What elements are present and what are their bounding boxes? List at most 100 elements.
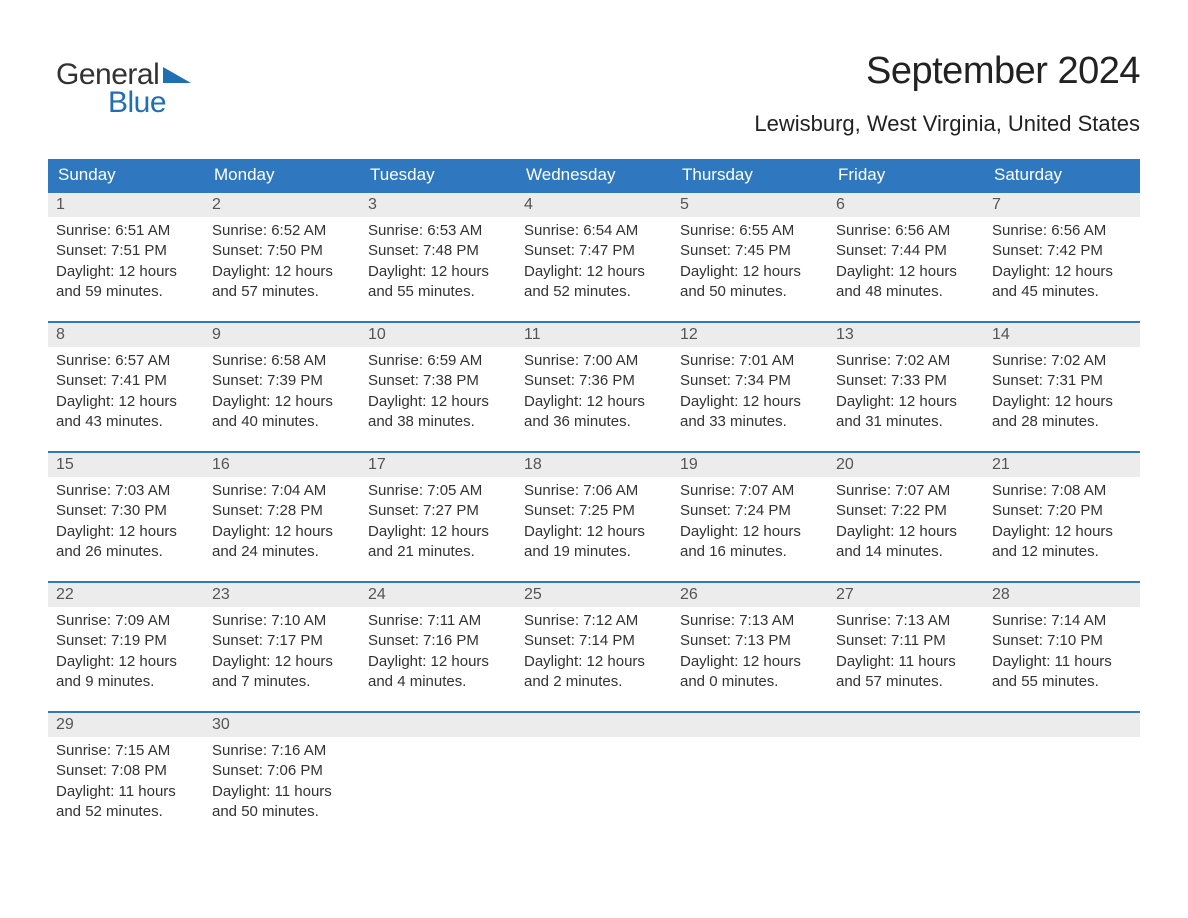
calendar-day: 19Sunrise: 7:07 AMSunset: 7:24 PMDayligh… bbox=[672, 453, 828, 581]
sunrise-line: Sunrise: 7:05 AM bbox=[368, 481, 508, 501]
day-number: 26 bbox=[672, 583, 828, 607]
daylight-line: and 50 minutes. bbox=[212, 802, 352, 822]
daylight-line: and 33 minutes. bbox=[680, 412, 820, 432]
sunset-line: Sunset: 7:30 PM bbox=[56, 501, 196, 521]
sunset-line: Sunset: 7:51 PM bbox=[56, 241, 196, 261]
sunset-line: Sunset: 7:11 PM bbox=[836, 631, 976, 651]
sunset-line: Sunset: 7:50 PM bbox=[212, 241, 352, 261]
sunrise-line: Sunrise: 6:54 AM bbox=[524, 221, 664, 241]
day-number: 27 bbox=[828, 583, 984, 607]
day-body: Sunrise: 6:54 AMSunset: 7:47 PMDaylight:… bbox=[516, 217, 672, 314]
sunrise-line: Sunrise: 7:02 AM bbox=[836, 351, 976, 371]
dow-wednesday: Wednesday bbox=[516, 159, 672, 191]
sunrise-line: Sunrise: 7:02 AM bbox=[992, 351, 1132, 371]
day-body bbox=[516, 737, 672, 753]
calendar-day bbox=[516, 713, 672, 841]
dow-saturday: Saturday bbox=[984, 159, 1140, 191]
sunrise-line: Sunrise: 7:08 AM bbox=[992, 481, 1132, 501]
day-of-week-header: Sunday Monday Tuesday Wednesday Thursday… bbox=[48, 159, 1140, 191]
daylight-line: Daylight: 12 hours bbox=[836, 522, 976, 542]
day-number bbox=[360, 713, 516, 737]
sunrise-line: Sunrise: 6:58 AM bbox=[212, 351, 352, 371]
day-body: Sunrise: 7:02 AMSunset: 7:33 PMDaylight:… bbox=[828, 347, 984, 444]
daylight-line: Daylight: 12 hours bbox=[680, 522, 820, 542]
daylight-line: Daylight: 12 hours bbox=[992, 392, 1132, 412]
daylight-line: and 52 minutes. bbox=[524, 282, 664, 302]
day-number: 8 bbox=[48, 323, 204, 347]
day-number: 21 bbox=[984, 453, 1140, 477]
day-number: 20 bbox=[828, 453, 984, 477]
sunrise-line: Sunrise: 7:09 AM bbox=[56, 611, 196, 631]
daylight-line: Daylight: 11 hours bbox=[992, 652, 1132, 672]
daylight-line: Daylight: 12 hours bbox=[524, 392, 664, 412]
calendar-day: 2Sunrise: 6:52 AMSunset: 7:50 PMDaylight… bbox=[204, 193, 360, 321]
day-number: 17 bbox=[360, 453, 516, 477]
daylight-line: and 31 minutes. bbox=[836, 412, 976, 432]
daylight-line: Daylight: 12 hours bbox=[212, 262, 352, 282]
daylight-line: and 4 minutes. bbox=[368, 672, 508, 692]
day-body: Sunrise: 7:13 AMSunset: 7:13 PMDaylight:… bbox=[672, 607, 828, 704]
day-body: Sunrise: 7:13 AMSunset: 7:11 PMDaylight:… bbox=[828, 607, 984, 704]
calendar-day: 20Sunrise: 7:07 AMSunset: 7:22 PMDayligh… bbox=[828, 453, 984, 581]
day-body: Sunrise: 7:04 AMSunset: 7:28 PMDaylight:… bbox=[204, 477, 360, 574]
day-number: 14 bbox=[984, 323, 1140, 347]
day-body bbox=[360, 737, 516, 753]
day-body: Sunrise: 6:58 AMSunset: 7:39 PMDaylight:… bbox=[204, 347, 360, 444]
day-body: Sunrise: 6:53 AMSunset: 7:48 PMDaylight:… bbox=[360, 217, 516, 314]
daylight-line: and 9 minutes. bbox=[56, 672, 196, 692]
calendar-day: 24Sunrise: 7:11 AMSunset: 7:16 PMDayligh… bbox=[360, 583, 516, 711]
dow-friday: Friday bbox=[828, 159, 984, 191]
sunset-line: Sunset: 7:20 PM bbox=[992, 501, 1132, 521]
weeks-container: 1Sunrise: 6:51 AMSunset: 7:51 PMDaylight… bbox=[48, 191, 1140, 841]
calendar-day: 16Sunrise: 7:04 AMSunset: 7:28 PMDayligh… bbox=[204, 453, 360, 581]
sunrise-line: Sunrise: 7:13 AM bbox=[680, 611, 820, 631]
sunrise-line: Sunrise: 7:15 AM bbox=[56, 741, 196, 761]
sunrise-line: Sunrise: 6:59 AM bbox=[368, 351, 508, 371]
dow-tuesday: Tuesday bbox=[360, 159, 516, 191]
daylight-line: and 52 minutes. bbox=[56, 802, 196, 822]
sunrise-line: Sunrise: 7:07 AM bbox=[680, 481, 820, 501]
day-number: 5 bbox=[672, 193, 828, 217]
day-body: Sunrise: 7:10 AMSunset: 7:17 PMDaylight:… bbox=[204, 607, 360, 704]
day-number bbox=[984, 713, 1140, 737]
day-body: Sunrise: 7:02 AMSunset: 7:31 PMDaylight:… bbox=[984, 347, 1140, 444]
daylight-line: and 12 minutes. bbox=[992, 542, 1132, 562]
day-body: Sunrise: 7:15 AMSunset: 7:08 PMDaylight:… bbox=[48, 737, 204, 834]
daylight-line: Daylight: 12 hours bbox=[56, 652, 196, 672]
sunset-line: Sunset: 7:36 PM bbox=[524, 371, 664, 391]
day-number: 11 bbox=[516, 323, 672, 347]
daylight-line: and 16 minutes. bbox=[680, 542, 820, 562]
calendar-day: 14Sunrise: 7:02 AMSunset: 7:31 PMDayligh… bbox=[984, 323, 1140, 451]
day-body: Sunrise: 7:06 AMSunset: 7:25 PMDaylight:… bbox=[516, 477, 672, 574]
daylight-line: and 0 minutes. bbox=[680, 672, 820, 692]
sunrise-line: Sunrise: 7:00 AM bbox=[524, 351, 664, 371]
daylight-line: and 7 minutes. bbox=[212, 672, 352, 692]
daylight-line: Daylight: 12 hours bbox=[368, 262, 508, 282]
calendar-week: 8Sunrise: 6:57 AMSunset: 7:41 PMDaylight… bbox=[48, 321, 1140, 451]
day-number: 22 bbox=[48, 583, 204, 607]
daylight-line: and 26 minutes. bbox=[56, 542, 196, 562]
day-number: 9 bbox=[204, 323, 360, 347]
day-body: Sunrise: 6:51 AMSunset: 7:51 PMDaylight:… bbox=[48, 217, 204, 314]
calendar-day: 9Sunrise: 6:58 AMSunset: 7:39 PMDaylight… bbox=[204, 323, 360, 451]
logo-word-blue: Blue bbox=[108, 86, 166, 120]
daylight-line: Daylight: 12 hours bbox=[56, 262, 196, 282]
day-body: Sunrise: 6:55 AMSunset: 7:45 PMDaylight:… bbox=[672, 217, 828, 314]
day-number bbox=[828, 713, 984, 737]
sunset-line: Sunset: 7:33 PM bbox=[836, 371, 976, 391]
calendar-day: 7Sunrise: 6:56 AMSunset: 7:42 PMDaylight… bbox=[984, 193, 1140, 321]
calendar-day: 13Sunrise: 7:02 AMSunset: 7:33 PMDayligh… bbox=[828, 323, 984, 451]
daylight-line: and 36 minutes. bbox=[524, 412, 664, 432]
day-number: 4 bbox=[516, 193, 672, 217]
calendar-day: 29Sunrise: 7:15 AMSunset: 7:08 PMDayligh… bbox=[48, 713, 204, 841]
sunrise-line: Sunrise: 7:01 AM bbox=[680, 351, 820, 371]
sunset-line: Sunset: 7:17 PM bbox=[212, 631, 352, 651]
sunrise-line: Sunrise: 7:06 AM bbox=[524, 481, 664, 501]
calendar: Sunday Monday Tuesday Wednesday Thursday… bbox=[48, 159, 1140, 841]
day-body: Sunrise: 6:56 AMSunset: 7:42 PMDaylight:… bbox=[984, 217, 1140, 314]
calendar-day: 15Sunrise: 7:03 AMSunset: 7:30 PMDayligh… bbox=[48, 453, 204, 581]
calendar-day: 17Sunrise: 7:05 AMSunset: 7:27 PMDayligh… bbox=[360, 453, 516, 581]
daylight-line: Daylight: 12 hours bbox=[836, 392, 976, 412]
calendar-day: 23Sunrise: 7:10 AMSunset: 7:17 PMDayligh… bbox=[204, 583, 360, 711]
calendar-day bbox=[984, 713, 1140, 841]
